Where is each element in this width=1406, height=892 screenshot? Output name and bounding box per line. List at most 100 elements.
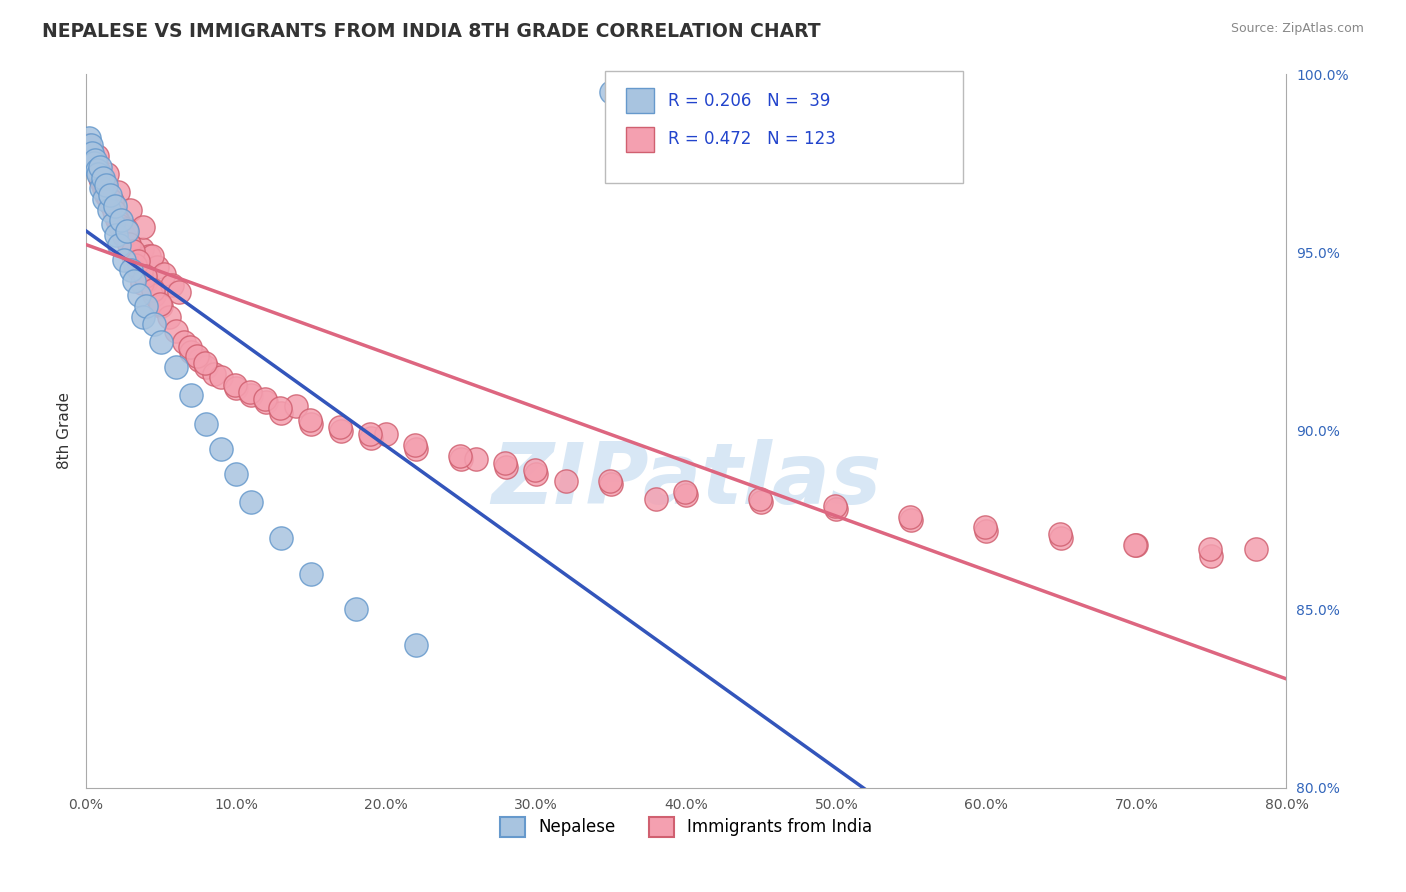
- Point: [103, 204, 125, 219]
- Text: Source: ZipAtlas.com: Source: ZipAtlas.com: [1230, 22, 1364, 36]
- Point: [269, 401, 291, 415]
- Point: [1201, 549, 1223, 563]
- Point: [107, 215, 129, 229]
- Point: [84, 158, 107, 172]
- Point: [179, 340, 201, 354]
- Point: [165, 324, 187, 338]
- Point: [225, 467, 247, 481]
- Point: [90, 181, 112, 195]
- Point: [555, 474, 578, 488]
- Text: ZIPatlas: ZIPatlas: [491, 440, 882, 523]
- Point: [108, 238, 131, 252]
- Point: [79, 145, 101, 160]
- Point: [87, 163, 110, 178]
- Point: [117, 235, 139, 249]
- Point: [900, 513, 922, 527]
- Point: [97, 192, 120, 206]
- Point: [131, 242, 153, 256]
- Point: [160, 277, 183, 292]
- Point: [103, 206, 125, 220]
- Point: [86, 161, 108, 176]
- Point: [90, 174, 112, 188]
- Point: [254, 395, 277, 409]
- Point: [194, 356, 217, 370]
- Point: [118, 236, 141, 251]
- Point: [195, 417, 218, 431]
- Point: [84, 153, 107, 167]
- Point: [83, 156, 105, 170]
- Point: [157, 310, 180, 324]
- Point: [600, 477, 623, 491]
- Point: [93, 181, 115, 195]
- Point: [1049, 527, 1071, 541]
- Point: [150, 299, 173, 313]
- Point: [1050, 531, 1073, 545]
- Point: [132, 220, 155, 235]
- Point: [91, 170, 114, 185]
- Point: [105, 211, 128, 226]
- Point: [107, 185, 129, 199]
- Point: [120, 263, 142, 277]
- Text: R = 0.206   N =  39: R = 0.206 N = 39: [668, 92, 830, 110]
- Point: [79, 138, 101, 153]
- Point: [132, 310, 155, 324]
- Point: [299, 566, 322, 581]
- Point: [131, 276, 153, 290]
- Point: [239, 384, 262, 399]
- Point: [94, 179, 117, 194]
- Point: [83, 156, 105, 170]
- Point: [142, 283, 165, 297]
- Point: [186, 349, 208, 363]
- Point: [825, 502, 848, 516]
- Point: [153, 267, 176, 281]
- Point: [225, 381, 247, 395]
- Point: [87, 165, 110, 179]
- Point: [285, 399, 308, 413]
- Point: [108, 217, 131, 231]
- Point: [673, 484, 696, 499]
- Point: [329, 420, 352, 434]
- Point: [110, 213, 132, 227]
- Point: [495, 459, 517, 474]
- Point: [449, 449, 471, 463]
- Point: [524, 467, 547, 481]
- Point: [299, 417, 322, 431]
- Point: [298, 413, 321, 427]
- Point: [97, 202, 120, 217]
- Point: [270, 406, 292, 420]
- Point: [1246, 541, 1268, 556]
- Point: [405, 442, 427, 456]
- Point: [359, 427, 381, 442]
- Point: [89, 160, 111, 174]
- Point: [202, 367, 225, 381]
- Point: [748, 491, 770, 506]
- Point: [1199, 541, 1222, 556]
- Point: [112, 252, 135, 267]
- Point: [165, 359, 187, 374]
- Point: [405, 638, 427, 652]
- Point: [898, 509, 921, 524]
- Point: [105, 210, 128, 224]
- Point: [209, 442, 232, 456]
- Point: [97, 190, 120, 204]
- Point: [105, 227, 128, 242]
- Point: [150, 334, 173, 349]
- Point: [110, 213, 132, 227]
- Point: [101, 199, 124, 213]
- Point: [122, 252, 145, 267]
- Point: [494, 456, 516, 470]
- Point: [149, 297, 172, 311]
- Point: [77, 131, 100, 145]
- Point: [87, 167, 110, 181]
- Point: [101, 217, 124, 231]
- Point: [270, 531, 292, 545]
- Point: [142, 317, 165, 331]
- Point: [135, 299, 157, 313]
- Point: [122, 274, 145, 288]
- Legend: Nepalese, Immigrants from India: Nepalese, Immigrants from India: [494, 810, 879, 844]
- Point: [675, 488, 697, 502]
- Point: [465, 452, 488, 467]
- Text: R = 0.472   N = 123: R = 0.472 N = 123: [668, 130, 835, 148]
- Point: [344, 602, 367, 616]
- Point: [91, 178, 114, 192]
